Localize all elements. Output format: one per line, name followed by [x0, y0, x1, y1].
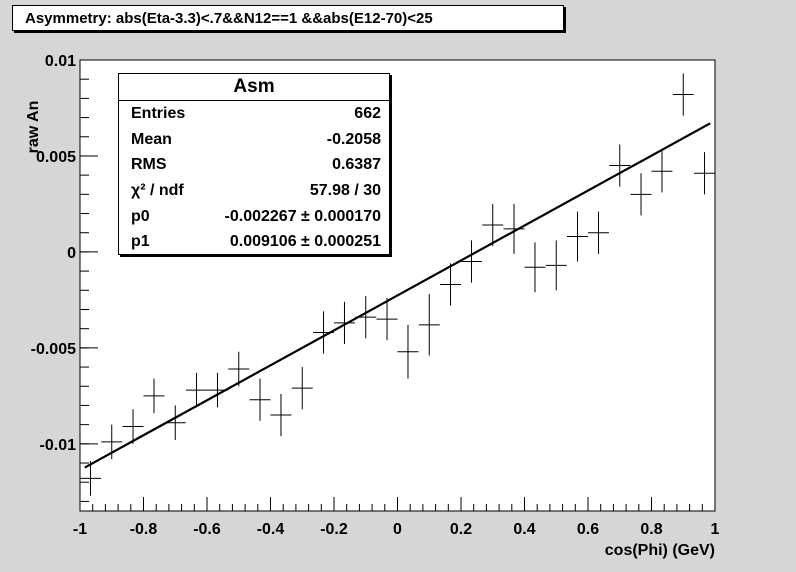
- y-tick-label: 0.005: [36, 149, 76, 166]
- data-point: [122, 409, 144, 444]
- y-tick-label: -0.01: [40, 437, 77, 454]
- data-point: [376, 297, 398, 341]
- stats-row: Entries 662: [119, 101, 389, 127]
- x-tick-label: 0.2: [450, 521, 472, 538]
- y-axis-label: raw An: [25, 101, 42, 154]
- y-tick-label: -0.005: [31, 341, 76, 358]
- fit-line: [84, 122, 711, 469]
- data-point: [672, 73, 694, 116]
- y-tick-label: 0.01: [45, 53, 76, 70]
- x-tick-label: -0.4: [257, 521, 285, 538]
- data-point: [482, 203, 504, 247]
- data-point: [143, 378, 165, 414]
- stats-rows: Entries 662 Mean -0.2058 RMS 0.6387 χ² / ndf 57…: [119, 101, 389, 255]
- x-axis: -1 -0.8 -0.6 -0.4 -0.2 0 0.2 0.4 0.6 0.8 1: [73, 497, 720, 538]
- data-point: [397, 324, 419, 379]
- x-tick-label: 1: [711, 521, 720, 538]
- stats-value: 57.98 / 30: [309, 182, 381, 200]
- data-point: [461, 240, 482, 283]
- data-point: [186, 372, 207, 408]
- data-point: [418, 294, 440, 356]
- x-tick-label: -0.8: [130, 521, 158, 538]
- x-tick-label: 0.6: [577, 521, 599, 538]
- data-point: [609, 144, 631, 187]
- data-point: [524, 242, 546, 293]
- data-point: [440, 263, 461, 306]
- data-point: [588, 211, 609, 254]
- stats-label: Mean: [131, 130, 172, 148]
- data-point: [270, 393, 292, 437]
- chart-title: Asymmetry: abs(Eta-3.3)<.7&&N12==1 &&abs…: [12, 5, 564, 31]
- data-point: [334, 301, 355, 345]
- y-axis: -0.01 -0.005 0 0.005 0.01: [31, 53, 98, 502]
- data-point: [567, 211, 588, 262]
- data-point: [545, 240, 567, 291]
- stats-label: χ² / ndf: [131, 182, 184, 200]
- stats-value: 662: [354, 105, 381, 122]
- y-tick-label: 0: [67, 245, 76, 262]
- x-axis-label: cos(Phi) (GeV): [605, 542, 715, 559]
- x-tick-label: 0.8: [640, 521, 662, 538]
- stats-value: 0.009106 ± 0.000251: [229, 233, 381, 251]
- stats-value: 0.6387: [332, 156, 381, 174]
- data-point: [249, 378, 271, 421]
- stats-box: Asm Entries 662 Mean -0.2058 RMS 0.6387 χ² / n…: [118, 73, 390, 255]
- x-tick-label: 0.4: [513, 521, 535, 538]
- data-point: [694, 152, 715, 195]
- x-tick-label: -1: [73, 521, 87, 538]
- stats-row: p0 -0.002267 ± 0.000170: [119, 204, 389, 230]
- x-tick-label: 0: [393, 521, 402, 538]
- data-point: [80, 461, 101, 496]
- data-point: [651, 150, 673, 193]
- stats-label: RMS: [131, 156, 167, 174]
- stats-label: Entries: [131, 105, 186, 122]
- stats-row: RMS 0.6387: [119, 152, 389, 178]
- stats-label: p0: [131, 207, 150, 225]
- stats-label: p1: [131, 233, 150, 251]
- stats-row: χ² / ndf 57.98 / 30: [119, 178, 389, 204]
- stats-row: p1 0.009106 ± 0.000251: [119, 229, 389, 255]
- data-point: [503, 203, 525, 254]
- data-point: [228, 351, 250, 387]
- stats-value: -0.2058: [326, 130, 381, 148]
- data-point: [291, 367, 313, 410]
- x-tick-label: -0.6: [193, 521, 221, 538]
- stats-value: -0.002267 ± 0.000170: [224, 207, 381, 225]
- data-point: [630, 173, 652, 216]
- stats-row: Mean -0.2058: [119, 127, 389, 153]
- x-tick-label: -0.2: [320, 521, 348, 538]
- stats-header: Asm: [119, 74, 389, 101]
